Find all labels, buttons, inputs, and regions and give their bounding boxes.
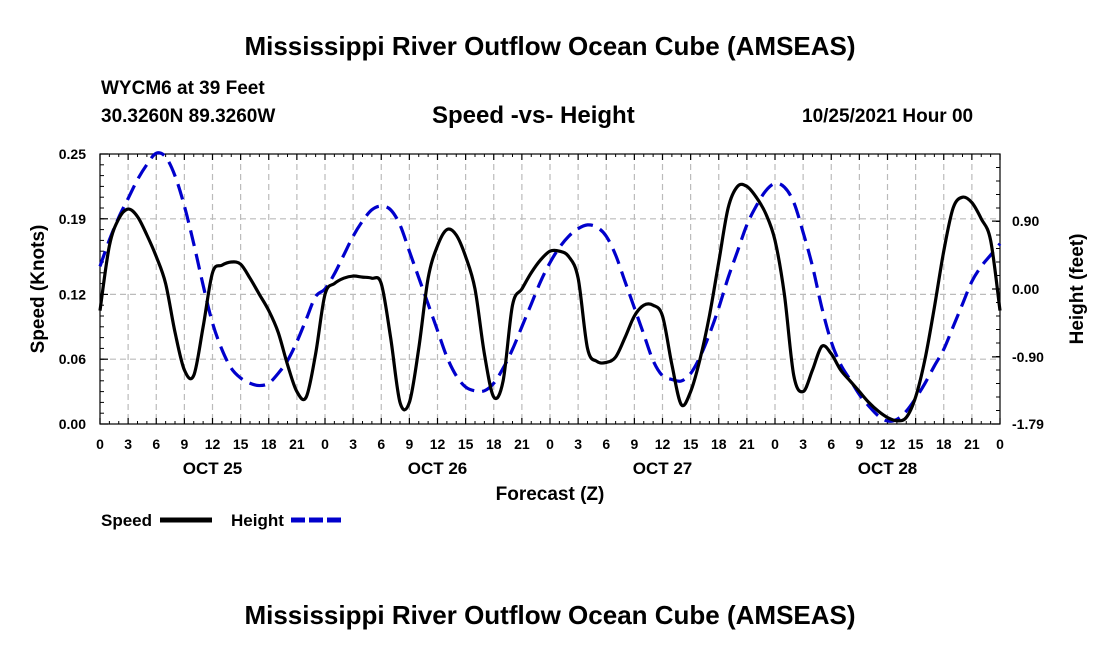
x-tick-label: 3 [574,436,582,452]
x-tick-label: 0 [96,436,104,452]
y2-axis-title: Height (feet) [1067,234,1088,345]
y-tick-label: 0.19 [59,211,86,227]
y-tick-label: 0.25 [59,146,86,162]
legend-speed-label: Speed [101,511,152,530]
day-label: OCT 25 [183,459,243,478]
x-tick-label: 18 [711,436,727,452]
x-tick-label: 9 [180,436,188,452]
x-tick-label: 12 [655,436,671,452]
y-axis-title: Speed (Knots) [28,225,49,354]
y2-tick-label: 0.90 [1012,213,1039,229]
x-tick-label: 0 [321,436,329,452]
y-tick-label: 0.00 [59,416,86,432]
chart-title: Mississippi River Outflow Ocean Cube (AM… [244,31,856,61]
x-tick-label: 18 [936,436,952,452]
legend: Speed Height [101,511,343,530]
grid-lines [100,154,1000,424]
x-tick-label: 15 [683,436,699,452]
y2-tick-label: -0.90 [1012,349,1044,365]
day-label: OCT 26 [408,459,468,478]
speed-series-line [98,182,1002,423]
height-series-line [98,151,1002,423]
x-tick-label: 9 [855,436,863,452]
y-tick-label: 0.06 [59,351,86,367]
x-tick-label: 0 [771,436,779,452]
forecast-datetime: 10/25/2021 Hour 00 [802,106,974,127]
station-label: WYCM6 at 39 Feet [101,78,265,99]
x-tick-label: 21 [964,436,980,452]
coordinates-label: 30.3260N 89.3260W [101,106,276,127]
x-tick-label: 12 [430,436,446,452]
x-tick-label: 3 [799,436,807,452]
x-tick-label: 3 [349,436,357,452]
x-tick-label: 9 [405,436,413,452]
x-tick-label: 15 [458,436,474,452]
x-tick-label: 18 [261,436,277,452]
y2-tick-label: 0.00 [1012,281,1039,297]
day-label: OCT 28 [858,459,918,478]
x-tick-label: 9 [630,436,638,452]
x-tick-label: 21 [514,436,530,452]
x-tick-label: 15 [233,436,249,452]
series-lines [98,151,1002,423]
y2-tick-label: -1.79 [1012,416,1044,432]
footer-title: Mississippi River Outflow Ocean Cube (AM… [244,600,856,630]
x-tick-label: 6 [377,436,385,452]
chart-subtitle: Speed -vs- Height [432,102,635,129]
x-tick-label: 12 [880,436,896,452]
x-tick-label: 3 [124,436,132,452]
x-tick-label: 15 [908,436,924,452]
x-axis-title: Forecast (Z) [496,484,605,505]
day-label: OCT 27 [633,459,693,478]
x-tick-label: 6 [152,436,160,452]
x-tick-label: 21 [289,436,305,452]
x-tick-label: 0 [546,436,554,452]
x-tick-label: 12 [205,436,221,452]
axis-labels: 0 3 6 9 12 15 18 21 0 3 6 9 12 15 18 21 0 3 6 9 12 15 18 21 0 3 6 9… [59,146,1044,478]
x-tick-label: 6 [602,436,610,452]
x-tick-label: 18 [486,436,502,452]
legend-height-label: Height [231,511,284,530]
x-tick-label: 21 [739,436,755,452]
y-tick-label: 0.12 [59,286,86,302]
x-tick-label: 0 [996,436,1004,452]
x-tick-label: 6 [827,436,835,452]
